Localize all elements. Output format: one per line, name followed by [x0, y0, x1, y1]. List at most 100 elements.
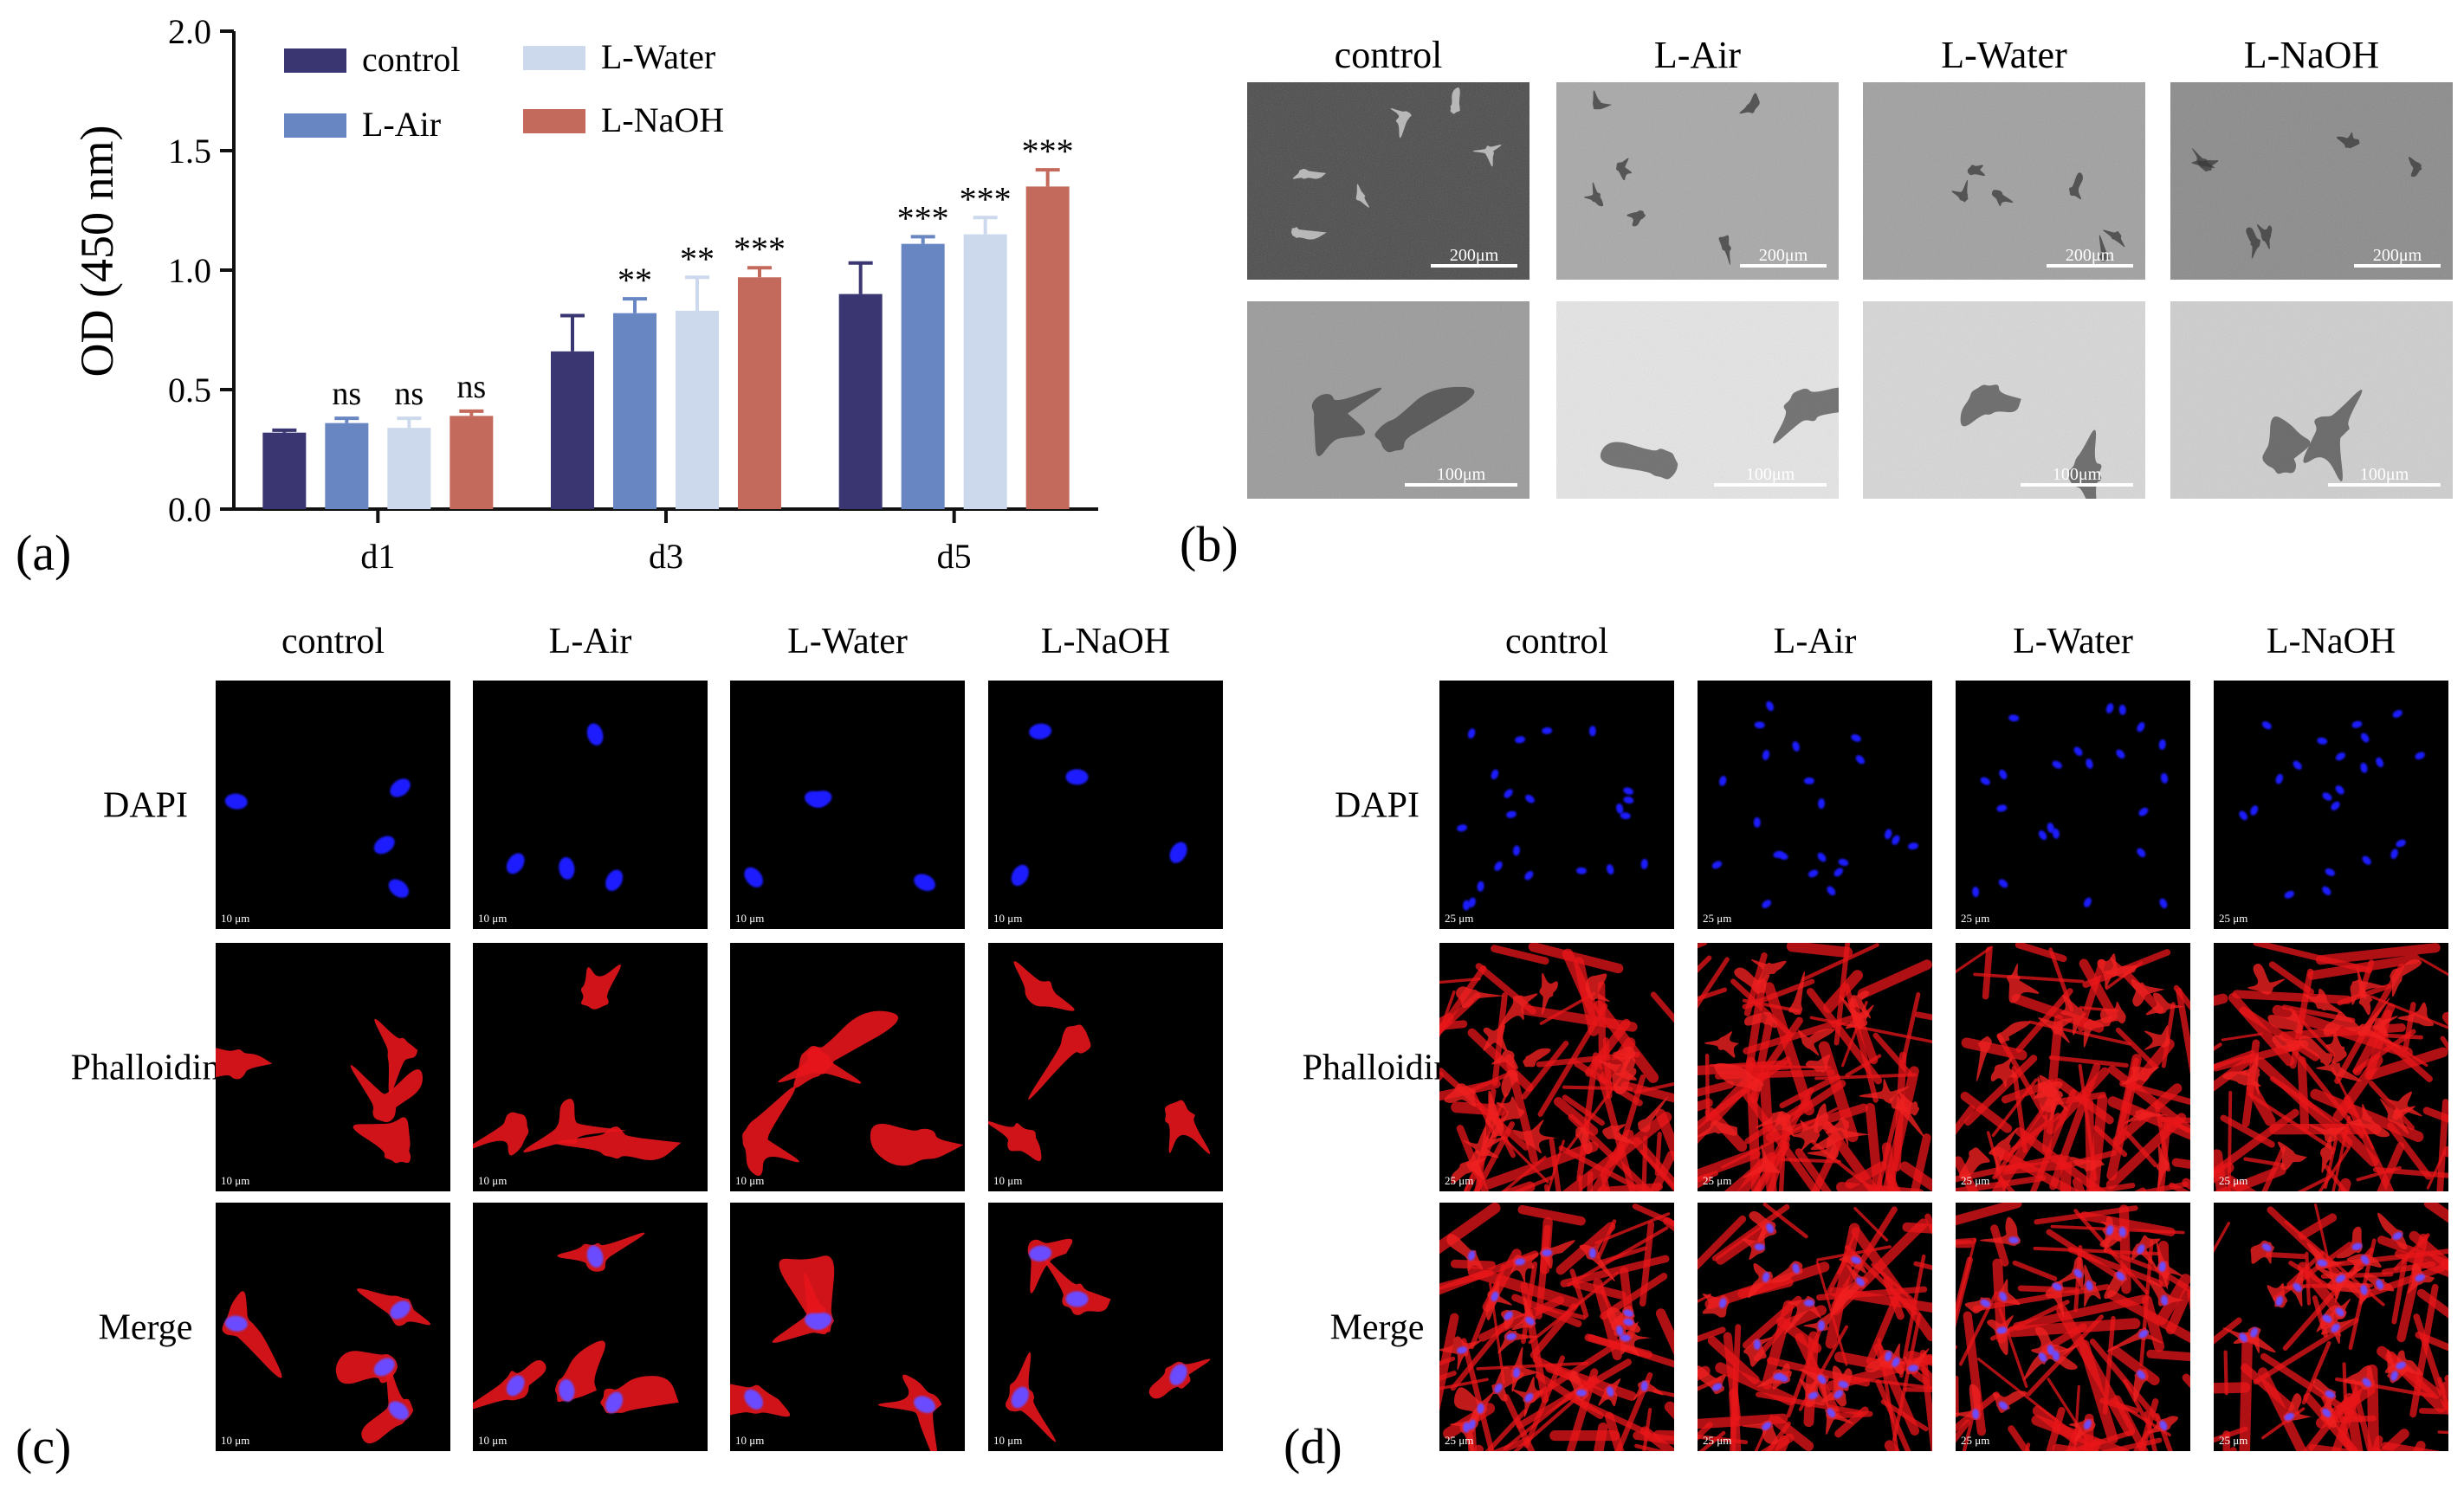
- scale-bar-label: 25 μm: [1703, 1174, 1731, 1187]
- actin-fiber: [2446, 1264, 2464, 1294]
- column-header-control: control: [281, 622, 385, 661]
- sem-image: 200μm: [1556, 82, 1839, 280]
- actin-fiber: [2089, 1103, 2091, 1197]
- micrograph-dapi: 25 μm: [1956, 681, 2190, 929]
- actin-fiber: [1357, 1358, 1453, 1392]
- legend-swatch: [523, 46, 585, 70]
- row-label-dapi: DAPI: [103, 786, 188, 826]
- y-tick-label: 1.0: [168, 251, 211, 290]
- actin-fiber: [1986, 950, 1989, 997]
- scale-bar-label: 100μm: [2360, 465, 2409, 484]
- legend-swatch: [284, 48, 346, 73]
- micrograph-dapi: 25 μm: [1698, 681, 1932, 929]
- scale-bar-label: 25 μm: [1961, 912, 1989, 925]
- actin-fiber: [1601, 1187, 1659, 1191]
- scale-bar-label: 10 μm: [221, 912, 249, 925]
- scale-bar-label: 10 μm: [993, 1174, 1022, 1187]
- scale-bar-label: 10 μm: [478, 1174, 507, 1187]
- actin-fiber: [2448, 1017, 2464, 1109]
- sem-image: 200μm: [1247, 82, 1529, 280]
- bar-l-naoh-d1: [449, 416, 493, 509]
- micrograph-phalloidin: 10 μm: [986, 943, 1223, 1191]
- scale-bar-label: 10 μm: [478, 912, 507, 925]
- nucleus: [1589, 1248, 1596, 1258]
- scale-bar-label: 100μm: [1746, 465, 1795, 484]
- actin-fiber: [2008, 1444, 2028, 1493]
- actin-fiber: [2189, 1294, 2209, 1397]
- row-label-merge: Merge: [99, 1308, 193, 1348]
- bar-l-air-d5: [902, 244, 945, 509]
- scale-bar-label: 10 μm: [735, 1174, 764, 1187]
- bar-l-naoh-d3: [738, 277, 781, 509]
- scale-bar-label: 25 μm: [2219, 912, 2247, 925]
- significance-label: **: [618, 261, 652, 300]
- actin-fiber: [2448, 1378, 2464, 1411]
- scale-bar-label: 200μm: [1759, 246, 1808, 265]
- scale-bar-label: 10 μm: [735, 1434, 764, 1447]
- micrograph-dapi: 10 μm: [730, 681, 965, 929]
- legend-label: L-NaOH: [601, 100, 724, 139]
- micrograph-background: [1439, 681, 1674, 929]
- micrograph-background: [2214, 681, 2448, 929]
- significance-label: ns: [456, 369, 486, 405]
- micrograph-dapi: 10 μm: [473, 681, 708, 929]
- micrograph-background: [216, 681, 450, 929]
- scale-bar-label: 100μm: [2053, 465, 2102, 484]
- micrograph-background: [988, 1203, 1223, 1451]
- legend-swatch: [523, 109, 585, 133]
- significance-label: ***: [1022, 132, 1074, 171]
- scale-bar-label: 25 μm: [1703, 912, 1731, 925]
- micrograph-dapi: 25 μm: [1439, 681, 1674, 929]
- actin-fiber: [1342, 1373, 1454, 1414]
- micrograph-background: [1698, 681, 1932, 929]
- scale-bar-label: 200μm: [2066, 246, 2115, 265]
- micrograph-phalloidin: 10 μm: [730, 943, 965, 1191]
- scale-bar-label: 10 μm: [221, 1434, 249, 1447]
- column-header-l-water: L-Water: [1941, 34, 2067, 76]
- panel-label-d: (d): [1284, 1418, 1342, 1474]
- sem-image: 200μm: [2170, 82, 2453, 280]
- bar-l-water-d1: [387, 428, 430, 509]
- column-header-l-naoh: L-NaOH: [1041, 622, 1170, 661]
- column-header-l-water: L-Water: [787, 622, 908, 661]
- actin-fiber: [2446, 1385, 2464, 1423]
- scale-bar-label: 10 μm: [735, 912, 764, 925]
- significance-label: ns: [332, 376, 361, 412]
- significance-label: **: [680, 239, 715, 278]
- bar-l-air-d3: [613, 313, 656, 509]
- y-tick-label: 0.0: [168, 490, 211, 529]
- scale-bar-label: 200μm: [1450, 246, 1499, 265]
- micrograph-merge: 10 μm: [216, 1203, 450, 1451]
- scale-bar-label: 25 μm: [1445, 1434, 1473, 1447]
- actin-fiber: [1792, 946, 1847, 952]
- micrograph-merge: 10 μm: [466, 1203, 708, 1451]
- bar-l-naoh-d5: [1026, 186, 1070, 509]
- bar-l-water-d5: [964, 235, 1007, 509]
- x-tick-label: d1: [360, 537, 395, 576]
- actin-fiber: [2236, 994, 2347, 1000]
- actin-fiber: [1349, 1075, 1440, 1171]
- panel-label-c: (c): [16, 1418, 71, 1474]
- y-tick-label: 2.0: [168, 12, 211, 51]
- row-label-phalloidin: Phalloidin: [71, 1049, 221, 1088]
- actin-fiber: [2448, 1152, 2464, 1166]
- bar-l-air-d1: [325, 423, 368, 509]
- actin-fiber: [2378, 1446, 2421, 1493]
- actin-fiber: [2306, 1254, 2309, 1304]
- bar-control-d1: [262, 433, 306, 509]
- significance-label: ***: [897, 198, 949, 237]
- scale-bar-label: 10 μm: [221, 1174, 249, 1187]
- legend-label: control: [362, 40, 460, 79]
- micrograph-dapi: 25 μm: [2214, 681, 2448, 929]
- micrograph-dapi: 10 μm: [216, 681, 450, 929]
- nucleus: [1804, 1300, 1814, 1307]
- column-header-control: control: [1505, 622, 1608, 661]
- micrograph-phalloidin: 10 μm: [465, 943, 708, 1191]
- column-header-l-air: L-Air: [549, 622, 632, 661]
